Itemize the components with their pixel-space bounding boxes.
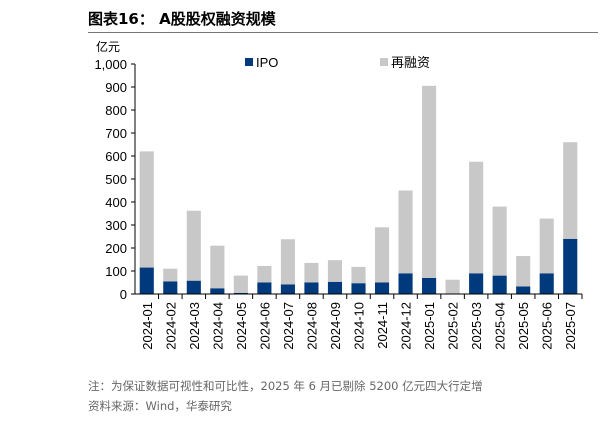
legend-swatch [380,58,388,66]
x-tick-label: 2024-10 [352,302,367,350]
bar-refinancing [280,239,295,285]
y-tick-label: 800 [105,103,127,118]
y-tick-label: 600 [105,149,127,164]
bar-refinancing [186,210,201,281]
bar-ipo [186,280,201,294]
bar-refinancing [233,275,248,293]
bar-ipo [327,281,343,294]
bar-ipo [210,288,225,294]
bar-ipo [163,281,178,294]
bar-refinancing [257,265,272,283]
legend-swatch [245,58,253,66]
bar-refinancing [422,85,437,278]
bar-ipo [374,282,390,294]
y-tick-label: 0 [120,287,127,302]
legend-label: IPO [256,55,278,70]
x-tick-label: 2025-03 [469,302,484,350]
x-tick-label: 2024-02 [163,302,178,350]
bar-ipo [139,267,154,294]
bar-ipo [304,282,319,294]
x-tick-label: 2024-12 [399,302,414,350]
x-tick-label: 2024-08 [304,302,319,350]
bar-refinancing [445,279,460,294]
y-tick-label: 500 [105,172,127,187]
footnote: 注：为保证数据可视性和可比性，2025 年 6 月已剔除 5200 亿元四大行定… [88,379,483,393]
y-tick-label: 900 [105,80,127,95]
x-tick-label: 2025-05 [516,302,531,350]
y-tick-label: 1,000 [94,57,127,72]
bar-ipo [257,282,272,294]
source-note: 资料来源：Wind，华泰研究 [88,399,232,413]
x-tick-label: 2024-09 [328,302,343,350]
x-tick-label: 2024-03 [187,302,202,350]
x-tick-label: 2025-07 [563,302,578,350]
bar-ipo [351,283,366,294]
bar-refinancing [563,142,578,239]
y-tick-label: 400 [105,195,127,210]
y-tick-label: 700 [105,126,127,141]
x-tick-label: 2024-07 [281,302,296,350]
title-divider [88,32,598,33]
y-tick-label: 100 [105,264,127,279]
x-tick-label: 2024-11 [375,302,390,349]
bar-refinancing [374,227,390,283]
bar-refinancing [163,268,178,282]
bar-refinancing [469,161,484,274]
x-tick-label: 2025-02 [446,302,461,350]
y-tick-label: 200 [105,241,127,256]
bar-refinancing [139,151,154,268]
bar-refinancing [210,245,225,289]
x-tick-label: 2024-01 [140,302,155,350]
x-tick-label: 2024-06 [257,302,272,350]
bar-ipo [563,238,578,294]
x-tick-label: 2025-01 [422,302,437,350]
x-tick-label: 2024-04 [210,302,225,350]
bar-refinancing [539,218,554,274]
bar-ipo [492,275,507,294]
bar-ipo [233,292,248,294]
bar-refinancing [304,262,319,283]
bar-ipo [516,286,531,294]
x-tick-label: 2025-06 [540,302,555,350]
bar-refinancing [492,206,507,276]
x-tick-label: 2025-04 [493,302,508,350]
bar-ipo [469,273,484,294]
bar-ipo [398,273,413,294]
bar-refinancing [398,190,413,274]
legend-label: 再融资 [391,55,430,70]
bar-refinancing [327,260,343,282]
bar-refinancing [351,266,366,284]
figure-title: 图表16： A股股权融资规模 [88,10,276,28]
bar-refinancing [516,256,531,287]
bar-ipo [280,284,295,294]
bar-ipo [422,277,437,294]
y-tick-label: 300 [105,218,127,233]
x-tick-label: 2024-05 [234,302,249,350]
y-axis-label: 亿元 [96,40,121,54]
bar-ipo [539,273,554,294]
